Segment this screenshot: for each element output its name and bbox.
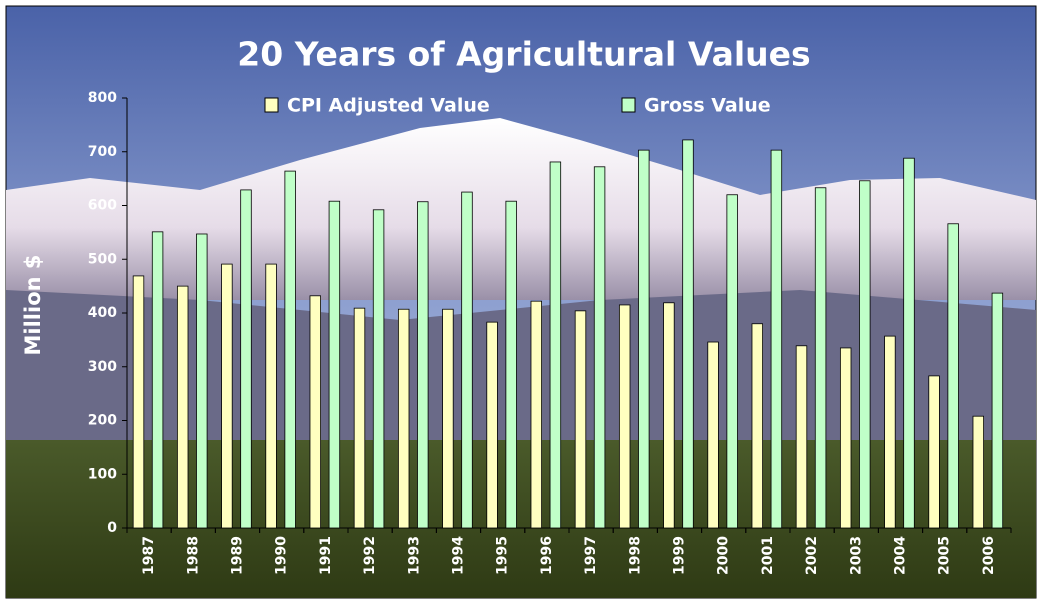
legend-label: CPI Adjusted Value xyxy=(287,95,490,117)
bar xyxy=(903,157,915,529)
x-tick-label: 1991 xyxy=(318,536,334,575)
y-tick-label: 200 xyxy=(88,413,117,429)
bar xyxy=(707,341,719,529)
x-tick-label: 2003 xyxy=(848,536,864,575)
x-tick-label: 1996 xyxy=(539,536,555,575)
bar xyxy=(505,200,517,529)
bar xyxy=(574,310,587,529)
bar xyxy=(991,292,1004,529)
x-tick-label: 2004 xyxy=(893,536,909,575)
x-tick-label: 2005 xyxy=(937,536,953,575)
chart-title: 20 Years of Agricultural Values xyxy=(237,35,810,74)
bar xyxy=(417,201,429,529)
bar xyxy=(859,180,871,529)
x-tick-label: 1988 xyxy=(185,536,201,575)
bar xyxy=(618,304,631,529)
bar xyxy=(663,302,675,529)
x-tick-label: 1995 xyxy=(495,536,511,575)
y-tick-label: 700 xyxy=(88,144,117,160)
y-tick-label: 800 xyxy=(88,90,117,106)
x-tick-label: 1997 xyxy=(583,536,599,575)
x-tick-label: 1994 xyxy=(451,536,467,575)
bar xyxy=(309,295,321,529)
y-tick-label: 300 xyxy=(88,359,117,375)
bar xyxy=(884,335,896,529)
x-tick-label: 1993 xyxy=(406,536,422,575)
x-tick-label: 1989 xyxy=(230,536,246,575)
bar xyxy=(442,308,454,529)
legend-swatch xyxy=(264,97,279,113)
bar xyxy=(151,231,164,529)
y-tick-label: 400 xyxy=(88,305,117,321)
bar xyxy=(353,307,366,529)
y-axis-label: Million $ xyxy=(21,255,45,356)
x-tick-label: 1992 xyxy=(362,536,378,575)
bar xyxy=(372,209,385,529)
y-tick-label: 100 xyxy=(88,466,117,482)
bar xyxy=(176,285,189,529)
legend-swatch xyxy=(621,97,636,113)
bar xyxy=(240,189,252,529)
bar xyxy=(196,233,208,529)
bar xyxy=(751,323,763,529)
bar xyxy=(947,223,959,529)
x-tick-label: 1987 xyxy=(141,536,157,575)
legend-label: Gross Value xyxy=(644,95,771,117)
bar xyxy=(221,263,233,529)
bar xyxy=(593,166,606,529)
bar xyxy=(795,345,808,529)
bar xyxy=(726,194,738,529)
x-tick-label: 1999 xyxy=(672,536,688,575)
bar xyxy=(928,375,940,529)
x-tick-label: 2002 xyxy=(804,536,820,575)
bar xyxy=(461,191,473,529)
bar xyxy=(397,308,410,529)
y-tick-label: 500 xyxy=(88,251,117,267)
bar xyxy=(682,139,694,529)
bar xyxy=(530,300,542,529)
x-tick-label: 2006 xyxy=(981,536,997,575)
bar xyxy=(770,149,783,529)
x-tick-label: 2001 xyxy=(760,536,776,575)
y-tick-label: 0 xyxy=(107,520,117,536)
bar xyxy=(972,415,984,529)
bar xyxy=(638,149,650,529)
x-tick-label: 1998 xyxy=(627,536,643,575)
bar xyxy=(328,200,341,529)
bar xyxy=(839,347,852,529)
bar xyxy=(265,263,277,529)
bar xyxy=(486,321,498,529)
x-tick-label: 2000 xyxy=(716,536,732,575)
bar xyxy=(814,187,827,529)
x-tick-label: 1990 xyxy=(274,536,290,575)
bar xyxy=(549,161,562,529)
bar xyxy=(284,170,296,529)
bar xyxy=(132,275,145,529)
y-tick-label: 600 xyxy=(88,198,117,214)
